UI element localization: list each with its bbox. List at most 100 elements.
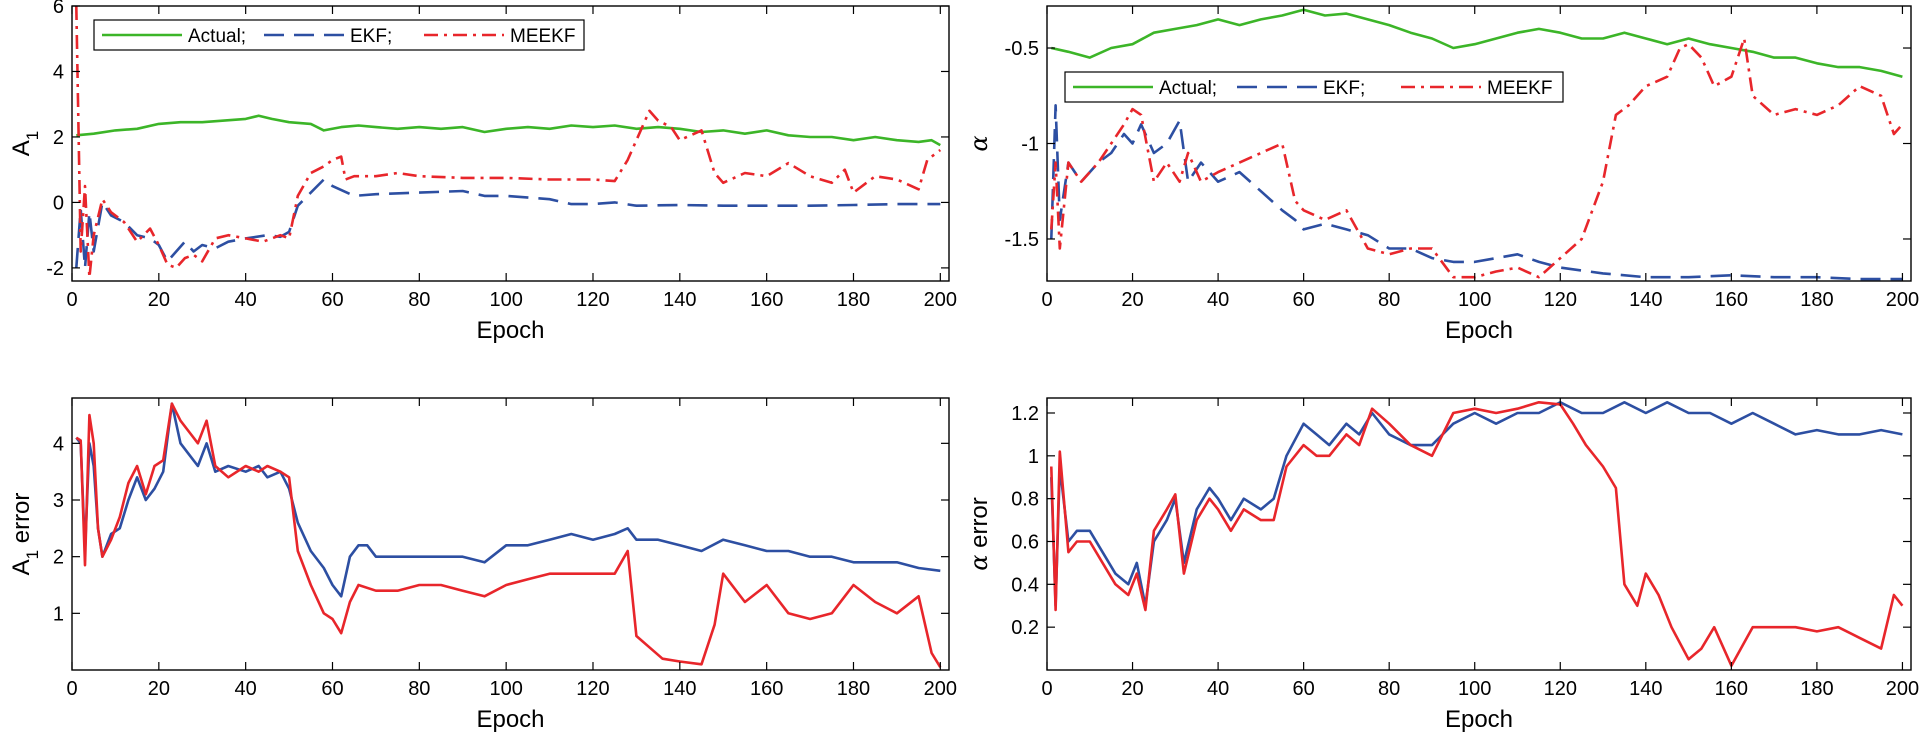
legend-label-ekf: EKF; — [350, 26, 392, 47]
series-line-ekf-error — [1050, 401, 1903, 607]
x-tick-label: 160 — [750, 289, 783, 311]
x-tick-label: 60 — [1293, 678, 1315, 700]
x-tick-label: 120 — [576, 678, 609, 700]
x-tick-label: 180 — [1800, 678, 1833, 700]
axes-frame — [71, 397, 950, 671]
y-axis-label-subscript: 1 — [23, 131, 42, 140]
y-axis-label-suffix: error — [966, 497, 993, 554]
y-axis-label-suffix: error — [8, 493, 35, 550]
x-tick-label: 120 — [1544, 289, 1577, 311]
y-tick-label: 6 — [53, 0, 64, 18]
y-tick-label: 2 — [53, 547, 64, 569]
chart-alpha: 0 20 40 60 80 100 120 140 160 180 200 -1.5 -1 -0.5 Epo… — [965, 5, 1919, 344]
x-tick-label: 120 — [576, 289, 609, 311]
x-tick-label: 160 — [750, 678, 783, 700]
x-tick-label: 200 — [1886, 678, 1919, 700]
y-axis-label-subscript: 1 — [23, 550, 42, 559]
y-tick-label: 1.2 — [1011, 403, 1039, 425]
y-tick-label: 0 — [53, 192, 64, 214]
y-tick-label: -2 — [46, 258, 64, 280]
x-tick-label: 120 — [1544, 678, 1577, 700]
x-axis-label: Epoch — [476, 317, 544, 344]
x-tick-label: 80 — [408, 678, 430, 700]
x-tick-label: 40 — [235, 289, 257, 311]
y-tick-label: 0.8 — [1011, 489, 1039, 511]
y-tick-label: 0.4 — [1011, 574, 1039, 596]
chart-alpha_error: 0 20 40 60 80 100 120 140 160 180 200 0.2 0.4 0.6 0.8 1… — [965, 397, 1919, 733]
axes-frame — [71, 5, 950, 282]
x-tick-label: 180 — [837, 289, 870, 311]
x-tick-label: 100 — [489, 678, 522, 700]
series-line-actual — [1051, 8, 1903, 78]
series-line-ekf-error — [75, 402, 941, 598]
y-tick-label: 0.6 — [1011, 531, 1039, 553]
series-line-ekf — [1050, 104, 1903, 281]
x-tick-label: 80 — [408, 289, 430, 311]
x-axis-label: Epoch — [1445, 706, 1513, 733]
x-tick-label: 20 — [148, 678, 170, 700]
axes-frame — [1046, 5, 1912, 282]
x-tick-label: 60 — [321, 678, 343, 700]
legend-label-actual: Actual; — [188, 26, 246, 47]
y-axis-label-main: α — [965, 135, 993, 151]
series-line-meekf — [75, 6, 942, 279]
y-axis-label: α error — [965, 497, 993, 571]
legend-label-actual: Actual; — [1159, 78, 1217, 99]
x-tick-label: 100 — [489, 289, 522, 311]
x-tick-label: 200 — [1886, 289, 1919, 311]
y-axis-label: A1 error — [8, 493, 42, 576]
series-line-meekf-error — [75, 402, 942, 668]
x-tick-label: 60 — [1293, 289, 1315, 311]
legend-label-ekf: EKF; — [1323, 78, 1365, 99]
x-tick-label: 160 — [1715, 289, 1748, 311]
x-tick-label: 80 — [1378, 678, 1400, 700]
x-tick-label: 40 — [235, 678, 257, 700]
x-tick-label: 200 — [924, 289, 957, 311]
y-axis-label-main: A — [8, 559, 35, 575]
x-tick-label: 40 — [1207, 289, 1229, 311]
x-tick-label: 20 — [1121, 289, 1143, 311]
y-tick-label: 3 — [53, 490, 64, 512]
y-tick-label: -1 — [1021, 134, 1039, 156]
x-tick-label: 0 — [1041, 289, 1052, 311]
y-tick-label: 4 — [53, 433, 64, 455]
x-tick-label: 200 — [924, 678, 957, 700]
y-tick-label: -1.5 — [1005, 229, 1039, 251]
series-line-ekf — [75, 178, 941, 270]
legend: Actual; EKF; MEEKF — [93, 19, 585, 51]
y-tick-label: 4 — [53, 61, 64, 83]
x-axis-label: Epoch — [476, 706, 544, 733]
x-tick-label: 140 — [663, 289, 696, 311]
axes-frame — [1046, 397, 1912, 671]
y-tick-label: 2 — [53, 127, 64, 149]
x-tick-label: 180 — [1800, 289, 1833, 311]
series-line-meekf-error — [1050, 401, 1904, 667]
series-line-meekf — [1050, 37, 1904, 279]
y-tick-label: 1 — [53, 603, 64, 625]
y-axis-label-main: α — [965, 555, 993, 571]
x-tick-label: 20 — [148, 289, 170, 311]
x-tick-label: 140 — [663, 678, 696, 700]
x-tick-label: 0 — [1041, 678, 1052, 700]
x-tick-label: 60 — [321, 289, 343, 311]
x-tick-label: 180 — [837, 678, 870, 700]
y-tick-label: 1 — [1028, 446, 1039, 468]
x-tick-label: 160 — [1715, 678, 1748, 700]
legend: Actual; EKF; MEEKF — [1064, 71, 1564, 103]
y-axis-label: α — [965, 135, 993, 151]
x-tick-label: 100 — [1458, 289, 1491, 311]
x-tick-label: 100 — [1458, 678, 1491, 700]
x-tick-label: 0 — [66, 678, 77, 700]
legend-label-meekf: MEEKF — [510, 26, 575, 47]
y-tick-label: 0.2 — [1011, 617, 1039, 639]
series-line-actual — [76, 114, 941, 147]
x-tick-label: 140 — [1629, 678, 1662, 700]
y-tick-label: -0.5 — [1005, 38, 1039, 60]
y-axis-label: A1 — [8, 131, 42, 156]
y-axis-label-main: A — [8, 140, 35, 156]
x-tick-label: 80 — [1378, 289, 1400, 311]
x-axis-label: Epoch — [1445, 317, 1513, 344]
x-tick-label: 140 — [1629, 289, 1662, 311]
